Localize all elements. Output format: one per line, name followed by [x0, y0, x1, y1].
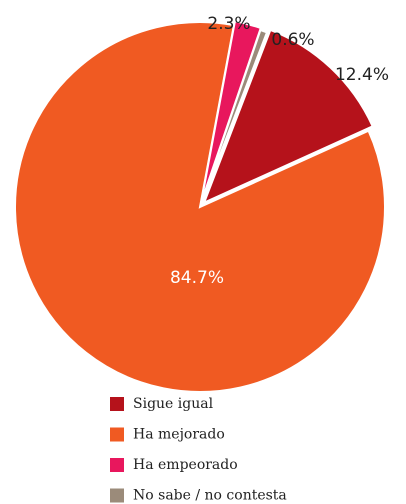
legend-swatch	[110, 488, 124, 503]
legend-swatch	[110, 427, 124, 442]
pie-slice	[14, 21, 386, 393]
value-label: 84.7%	[170, 268, 224, 288]
legend-label: Ha mejorado	[133, 427, 225, 443]
legend-label: Sigue igual	[133, 396, 214, 412]
value-label: 2.3%	[207, 14, 250, 34]
legend-swatch	[110, 397, 124, 411]
legend-label: Ha empeorado	[133, 457, 238, 473]
legend-swatch	[110, 458, 124, 472]
value-label: 12.4%	[335, 65, 389, 85]
pie-slice	[202, 28, 374, 205]
pie-slice	[199, 28, 269, 206]
legend-label: No sabe / no contesta	[133, 488, 287, 504]
value-label: 0.6%	[271, 30, 314, 50]
